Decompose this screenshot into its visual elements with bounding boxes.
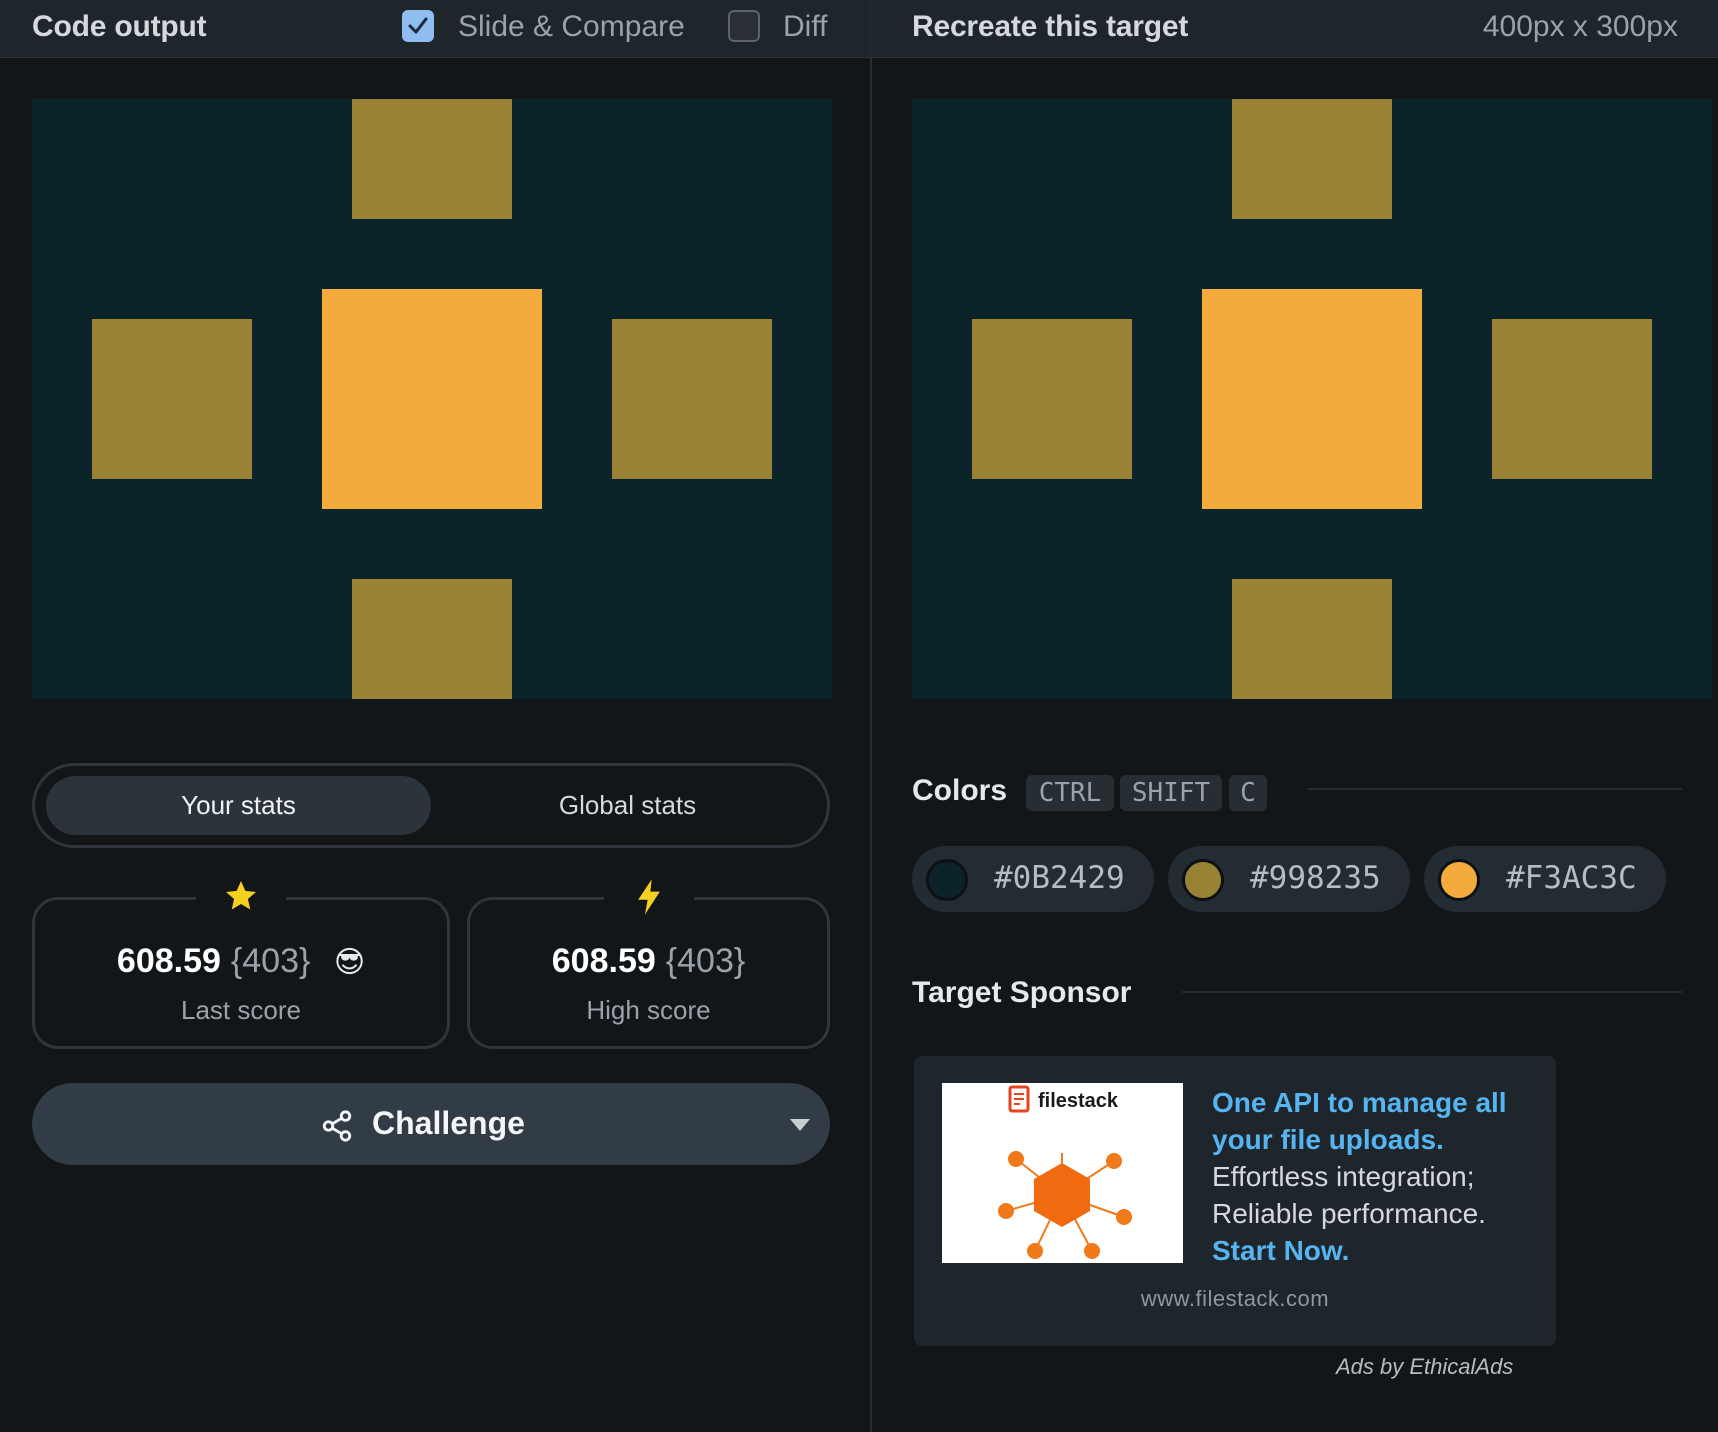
last-score-value: 608.59	[116, 942, 221, 980]
target-header: Recreate this target 400px x 300px	[871, 0, 1718, 58]
tab-your-stats[interactable]: Your stats	[46, 776, 431, 835]
challenge-button[interactable]: Challenge	[32, 1083, 830, 1165]
sponsor-ad[interactable]: filestack One API to manage all y	[914, 1056, 1556, 1346]
color-hex: #0B2429	[994, 860, 1125, 896]
code-output-header: Code output Slide & Compare Diff	[0, 0, 870, 58]
left-square	[972, 319, 1132, 479]
code-output-panel: Code output Slide & Compare Diff Your st…	[0, 0, 870, 1165]
high-score-value: 608.59	[551, 942, 656, 980]
share-icon	[322, 1110, 352, 1142]
last-score-line: 608.59 {403} 😎	[35, 942, 447, 981]
kbd-ctrl: CTRL	[1026, 775, 1114, 811]
color-swatch	[1438, 859, 1480, 901]
high-score-label: High score	[586, 995, 711, 1025]
left-square	[92, 319, 252, 479]
color-chip-0[interactable]: #0B2429	[912, 846, 1154, 912]
color-swatch	[926, 859, 968, 901]
kbd-shift: SHIFT	[1120, 775, 1222, 811]
slide-compare-checkbox[interactable]	[402, 10, 434, 42]
diff-label[interactable]: Diff	[783, 10, 828, 43]
high-score-line: 608.59 {403}	[470, 942, 827, 981]
color-swatch	[1182, 859, 1224, 901]
target-title: Recreate this target	[912, 10, 1189, 43]
target-size-label: 400px x 300px	[1482, 10, 1678, 43]
ads-credit-link[interactable]: Ads by EthicalAds	[1336, 1354, 1514, 1379]
ad-body: Effortless integration; Reliable perform…	[1212, 1161, 1486, 1229]
high-score-sub: {403}	[665, 942, 746, 980]
diff-checkbox[interactable]	[728, 10, 760, 42]
panel-divider	[870, 0, 872, 1432]
center-square	[322, 289, 542, 509]
ad-image[interactable]: filestack	[942, 1083, 1183, 1263]
right-square	[612, 319, 772, 479]
bottom-square	[1232, 579, 1392, 699]
lightning-icon	[637, 879, 660, 915]
last-score-label: Last score	[181, 995, 301, 1025]
top-square	[1232, 99, 1392, 219]
star-badge	[196, 878, 286, 918]
center-square	[1202, 289, 1422, 509]
last-score-sub: {403}	[230, 942, 311, 980]
high-score-card: 608.59 {403} High score	[467, 878, 830, 1049]
ad-brand-text: filestack	[1038, 1090, 1119, 1112]
color-hex: #F3AC3C	[1506, 860, 1637, 896]
ad-copy: One API to manage all your file uploads.…	[1212, 1084, 1532, 1269]
challenge-label: Challenge	[372, 1105, 525, 1141]
last-score-card: 608.59 {403} 😎 Last score	[32, 878, 450, 1049]
slide-compare-label[interactable]: Slide & Compare	[458, 10, 685, 43]
tab-global-stats[interactable]: Global stats	[558, 790, 697, 820]
colors-title: Colors	[912, 774, 1008, 807]
color-chip-1[interactable]: #998235	[1168, 846, 1410, 912]
chevron-down-icon[interactable]	[790, 1119, 810, 1131]
target-panel: Recreate this target 400px x 300px	[871, 0, 1718, 1432]
check-icon	[408, 17, 428, 34]
sponsor-title: Target Sponsor	[912, 976, 1132, 1009]
code-output-canvas[interactable]	[32, 99, 832, 699]
stats-toggle: Your stats Global stats	[32, 763, 830, 848]
ad-url[interactable]: www.filestack.com	[1140, 1286, 1330, 1311]
bottom-square	[352, 579, 512, 699]
ad-cta-link[interactable]: Start Now.	[1212, 1235, 1350, 1266]
code-output-title: Code output	[32, 10, 207, 43]
color-hex: #998235	[1250, 860, 1381, 896]
star-icon	[226, 881, 256, 910]
right-square	[1492, 319, 1652, 479]
filestack-logo-icon: filestack	[998, 1085, 1132, 1259]
colors-rule	[1308, 788, 1682, 790]
top-square	[352, 99, 512, 219]
sponsor-rule	[1182, 991, 1682, 993]
target-canvas	[912, 99, 1712, 699]
color-chip-2[interactable]: #F3AC3C	[1424, 846, 1666, 912]
sunglasses-emoji: 😎	[333, 946, 366, 979]
kbd-c: C	[1229, 775, 1267, 811]
lightning-badge	[603, 878, 694, 918]
ad-headline[interactable]: One API to manage all your file uploads.	[1212, 1087, 1507, 1155]
